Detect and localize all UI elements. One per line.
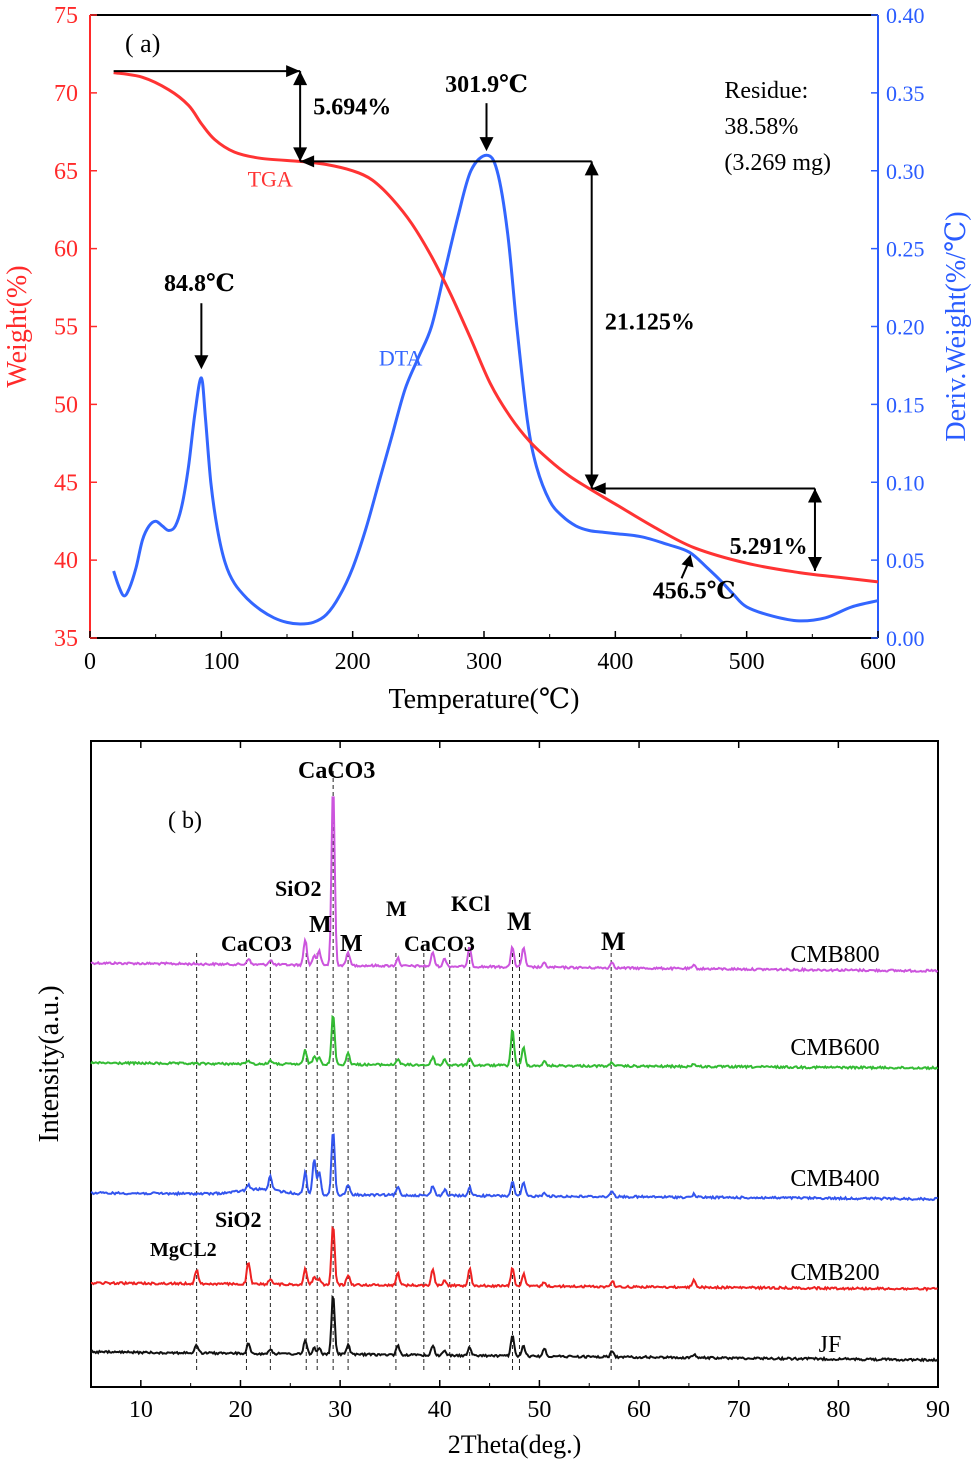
bracket-arrow	[807, 488, 822, 503]
y-tick-label-right: 0.00	[886, 626, 925, 651]
y-tick-label-left: 70	[54, 81, 78, 107]
x-tick-label: 600	[860, 649, 896, 675]
series-label-cmb800: CMB800	[790, 942, 879, 968]
phase-label: MgCL2	[150, 1239, 217, 1261]
phase-label: SiO2	[215, 1207, 261, 1232]
y-tick-label-left: 55	[54, 315, 78, 341]
x-tick-label: 20	[228, 1397, 252, 1423]
y-tick-label-right: 0.15	[886, 392, 925, 417]
series-line-jf	[90, 1294, 939, 1363]
series-label-dta: DTA	[379, 345, 423, 370]
panel-a: 0 100 200 300 400 500 600 35 40 45 50 55 60 65 70 75 0.0…	[2, 3, 972, 715]
mass-loss-label-3: 5.291%	[730, 534, 808, 560]
y-tick-label-left: 50	[54, 392, 78, 418]
y-axis-title-left: Weight(%)	[2, 265, 33, 387]
phase-label: M	[309, 912, 332, 938]
phase-label: M	[601, 927, 626, 956]
phase-label: CaCO3	[404, 931, 475, 956]
y-axis-title: Intensity(a.u.)	[34, 985, 65, 1142]
residue-label: 38.58%	[724, 114, 798, 140]
panel-label-a: ( a)	[125, 29, 160, 58]
phase-label: CaCO3	[221, 931, 292, 956]
series-label-cmb200: CMB200	[790, 1260, 879, 1286]
bracket-arrow	[591, 482, 606, 495]
phase-label: CaCO3	[298, 758, 375, 784]
mass-loss-label-1: 5.694%	[313, 95, 391, 121]
series-label-cmb600: CMB600	[790, 1035, 879, 1061]
peak-label-301: 301.9℃	[445, 72, 528, 98]
y-tick-label-left: 75	[54, 3, 78, 29]
panel-label-b: ( b)	[168, 808, 202, 834]
series-label-tga: TGA	[248, 166, 293, 191]
series-line-cmb800	[90, 796, 939, 974]
series-line-cmb200	[90, 1225, 938, 1292]
series-label-cmb400: CMB400	[790, 1166, 879, 1192]
residue-label: (3.269 mg)	[724, 150, 831, 176]
series-line-cmb400	[90, 1133, 938, 1202]
panel-b: 10 20 30 40 50 60 70 80 90 2Theta(deg.) Intensity(…	[34, 740, 950, 1459]
bracket-arrow	[300, 155, 315, 168]
series-line-dta	[112, 153, 879, 626]
y-tick-label-right: 0.35	[886, 81, 925, 106]
x-tick-label: 200	[335, 649, 371, 675]
y-tick-label-right: 0.10	[886, 470, 925, 495]
phase-label: KCl	[451, 891, 490, 916]
plot-frame	[90, 740, 939, 1388]
phase-label: SiO2	[275, 876, 321, 901]
x-tick-label: 10	[129, 1397, 153, 1423]
x-axis-title: Temperature(℃)	[388, 684, 579, 715]
y-tick-label-left: 40	[54, 548, 78, 574]
series-line-tga	[113, 71, 879, 584]
y-tick-label-left: 65	[54, 159, 78, 185]
phase-label: M	[386, 896, 407, 921]
bracket-arrow	[584, 161, 599, 176]
y-axis-title-right: Deriv.Weight(%/℃)	[941, 211, 972, 441]
y-tick-label-right: 0.20	[886, 315, 925, 340]
x-tick-label: 400	[597, 649, 633, 675]
x-tick-label: 70	[727, 1397, 751, 1423]
x-axis-title: 2Theta(deg.)	[448, 1430, 582, 1459]
x-tick-label: 100	[203, 649, 239, 675]
y-tick-label-right: 0.05	[886, 548, 925, 573]
x-tick-label: 40	[428, 1397, 452, 1423]
peak-arrow	[479, 137, 494, 152]
y-tick-label-left: 45	[54, 470, 78, 496]
x-tick-label: 90	[926, 1397, 950, 1423]
bracket-arrow	[807, 557, 822, 572]
series-label-jf: JF	[819, 1332, 842, 1358]
bracket-arrow	[293, 71, 308, 86]
bracket-arrow	[286, 65, 301, 78]
phase-label: M	[507, 907, 532, 936]
y-tick-label-left: 60	[54, 237, 78, 263]
mass-loss-label-2: 21.125%	[605, 310, 695, 336]
bracket-arrow	[584, 474, 599, 489]
x-tick-label: 500	[729, 649, 765, 675]
y-tick-label-right: 0.30	[886, 159, 925, 184]
x-tick-label: 300	[466, 649, 502, 675]
x-tick-label: 0	[84, 649, 96, 675]
peak-arrow	[681, 554, 694, 568]
y-tick-label-left: 35	[54, 626, 78, 652]
x-tick-label: 30	[328, 1397, 352, 1423]
y-tick-label-right: 0.25	[886, 237, 925, 262]
y-tick-label-right: 0.40	[886, 3, 925, 28]
x-tick-label: 80	[826, 1397, 850, 1423]
series-line-cmb600	[90, 1014, 939, 1071]
x-tick-label: 60	[627, 1397, 651, 1423]
residue-label: Residue:	[724, 78, 808, 104]
peak-label-456: 456.5℃	[653, 578, 736, 604]
bracket-arrow	[293, 147, 308, 162]
x-tick-label: 50	[527, 1397, 551, 1423]
phase-label: M	[340, 931, 363, 957]
peak-arrow	[194, 355, 209, 370]
peak-label-84: 84.8℃	[164, 271, 235, 297]
